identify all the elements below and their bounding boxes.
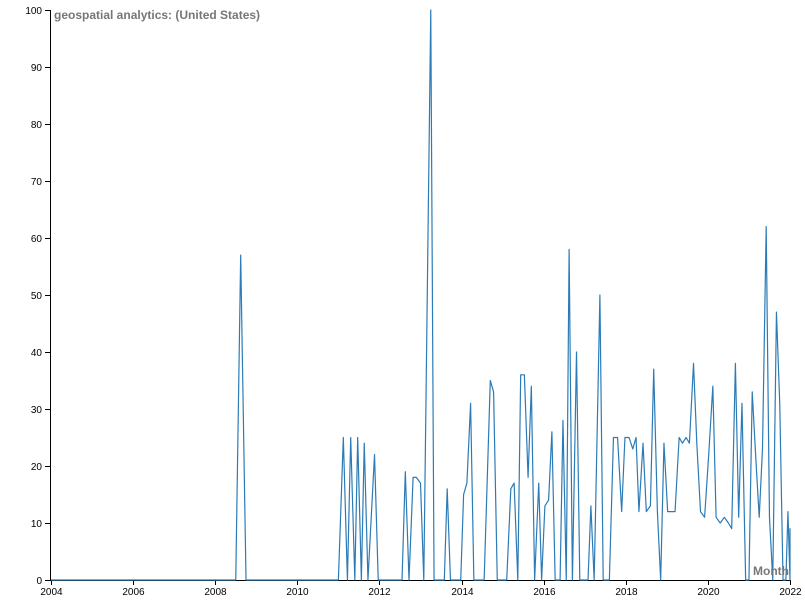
x-tick-label: 2020 xyxy=(697,587,720,598)
x-axis-label: Month xyxy=(753,564,789,578)
series-layer xyxy=(51,9,791,581)
y-tick-label: 0 xyxy=(36,576,42,587)
y-tick-label: 80 xyxy=(31,120,43,131)
x-tick-label: 2022 xyxy=(779,587,802,598)
x-tick-label: 2018 xyxy=(615,587,638,598)
y-axis: 0 10 20 30 40 50 60 70 80 90 100 xyxy=(25,6,51,587)
y-tick-label: 70 xyxy=(31,177,43,188)
y-tick-label: 20 xyxy=(31,462,43,473)
y-tick-label: 100 xyxy=(25,6,42,17)
x-tick-label: 2014 xyxy=(451,587,474,598)
y-tick-label: 40 xyxy=(31,348,43,359)
series-line xyxy=(51,9,791,581)
x-tick-label: 2010 xyxy=(286,587,309,598)
x-tick-label: 2006 xyxy=(122,587,145,598)
y-tick-label: 10 xyxy=(31,519,43,530)
x-axis: 2004 2006 2008 2010 2012 2014 2016 2018 2020 2022 xyxy=(40,580,802,598)
y-tick-label: 50 xyxy=(31,291,43,302)
x-tick-label: 2012 xyxy=(368,587,391,598)
y-tick-label: 30 xyxy=(31,405,43,416)
x-tick-label: 2016 xyxy=(533,587,556,598)
x-tick-label: 2008 xyxy=(204,587,227,598)
x-tick-label: 2004 xyxy=(40,587,63,598)
y-tick-label: 60 xyxy=(31,234,43,245)
y-tick-label: 90 xyxy=(31,63,43,74)
chart-title: geospatial analytics: (United States) xyxy=(54,8,260,22)
